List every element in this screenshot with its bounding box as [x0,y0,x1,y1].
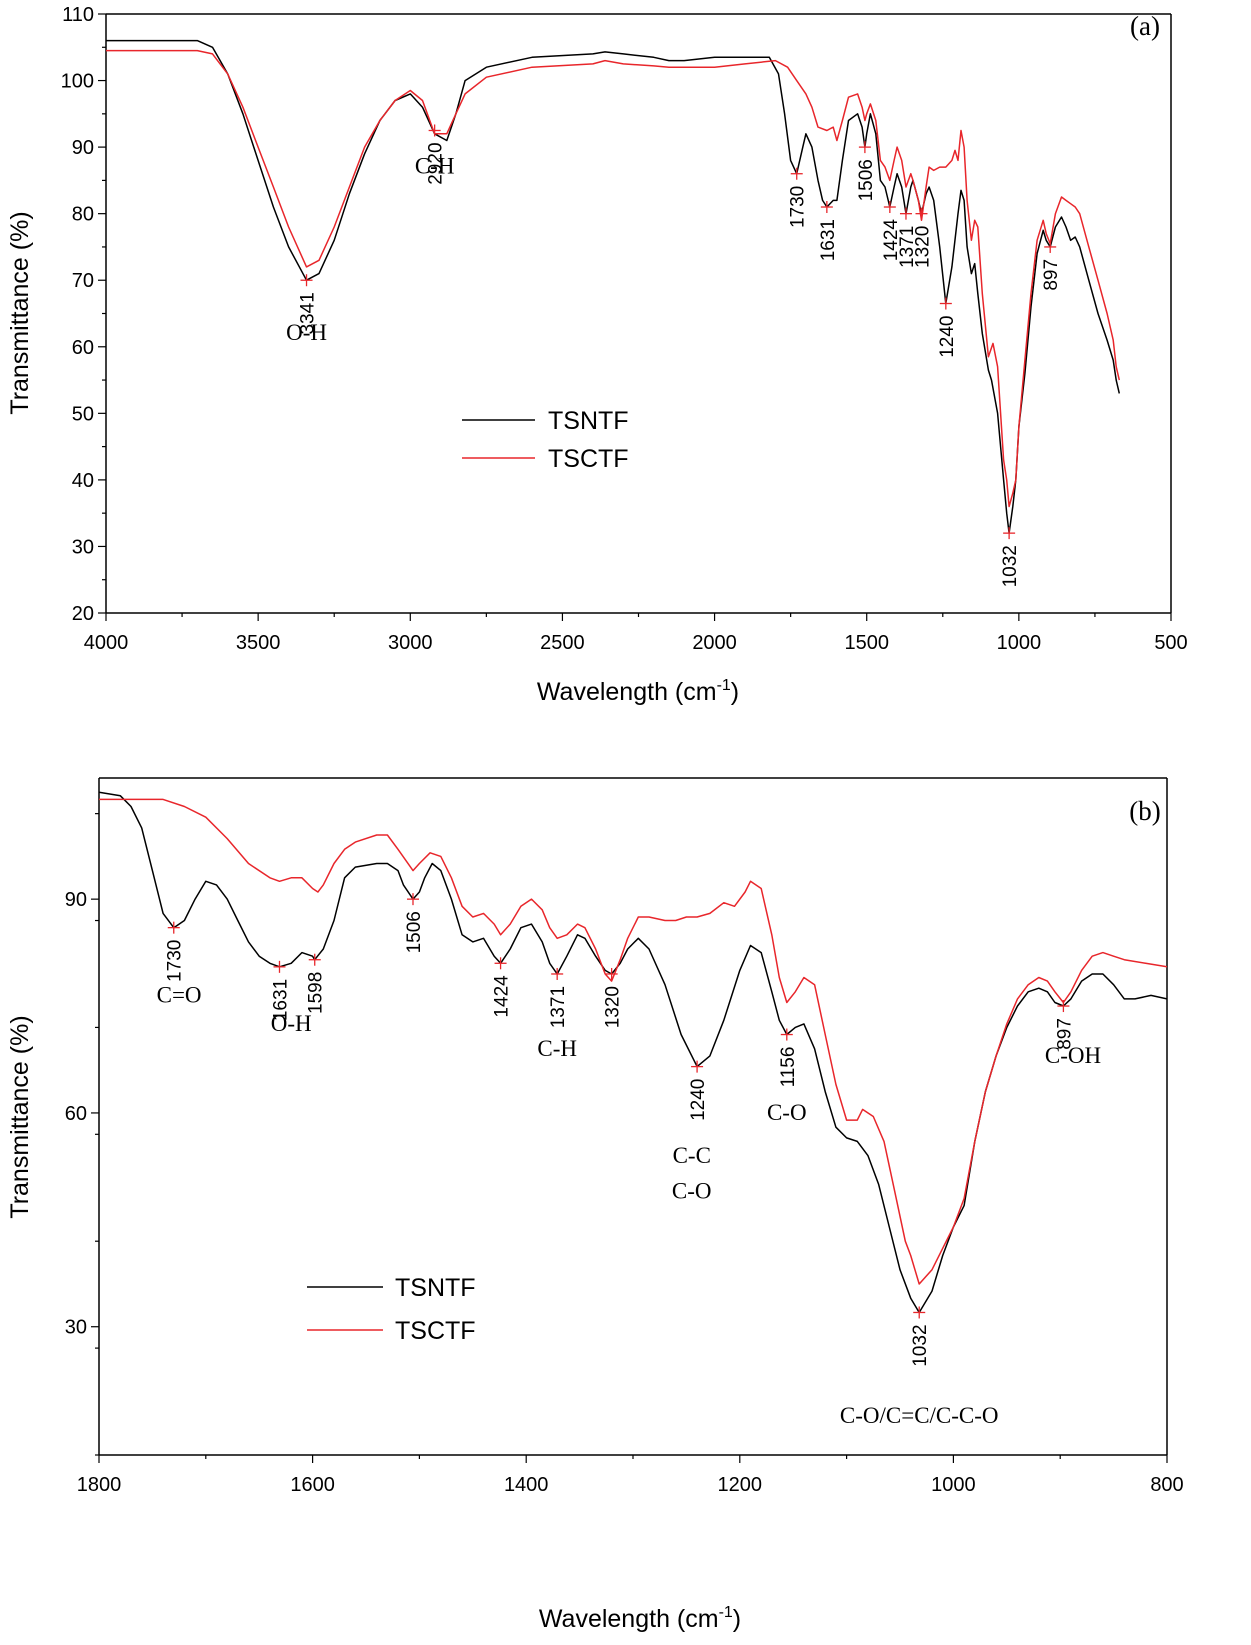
x-tick-label: 800 [1150,1474,1183,1496]
band-assignment-label: C-OH [1045,1043,1101,1068]
peak-label: 1506 [856,159,877,201]
legend-label: TSCTF [395,1317,476,1345]
panel-label: (a) [1130,11,1160,41]
peak-marker [940,298,952,310]
x-tick-label: 1400 [504,1474,549,1496]
peak-marker [551,968,563,980]
peak-label: 1240 [688,1079,709,1121]
x-tick-label: 500 [1154,632,1187,654]
peak-label: 1032 [1000,545,1021,587]
peak-label: 1631 [818,219,839,261]
x-axis-title-superscript: -1 [719,1604,733,1621]
legend-label: TSNTF [395,1274,476,1302]
x-tick-label: 4000 [84,632,129,654]
y-tick-label: 80 [72,204,94,226]
x-axis-title-superscript: -1 [717,677,731,694]
peak-label: 1424 [492,975,513,1018]
x-axis-title-text: Wavelength (cm [539,1605,719,1633]
y-tick-label: 90 [72,137,94,159]
peak-label: 1032 [910,1324,931,1366]
y-tick-label: 20 [72,603,94,625]
panel-label: (b) [1129,796,1160,826]
series-line-tsctf [99,799,1167,1284]
y-tick-label: 100 [61,71,94,93]
peak-label: 1598 [306,972,327,1014]
peak-label: 1371 [548,986,569,1028]
peak-label: 1506 [404,911,425,953]
y-tick-label: 50 [72,403,94,425]
peak-marker [273,961,285,973]
panel-a-chart: 20 30 40 50 60 70 80 90 100 110 4000 3500 3000 2500 20… [6,4,1188,706]
x-tick-label: 2000 [692,632,737,654]
peak-marker [913,1306,925,1318]
peak-marker [884,201,896,213]
legend-label: TSNTF [548,407,629,435]
x-tick-label: 1200 [718,1474,763,1496]
band-assignment-label: C-O/C=C/C-C-O [840,1403,999,1428]
y-axis-title: Transmittance (%) [6,211,34,414]
peak-label: 1156 [778,1047,799,1088]
x-tick-label: 1000 [997,632,1042,654]
y-tick-label: 110 [62,4,94,26]
panel-b-chart: 30 60 90 1800 1600 1400 1200 1000 800 Transmittan… [6,778,1184,1633]
peak-marker [1044,241,1056,253]
y-tick-label: 60 [72,337,94,359]
peak-label: 1320 [912,226,933,268]
peak-marker [900,208,912,220]
x-tick-label: 3000 [388,632,433,654]
x-tick-label: 1000 [931,1474,976,1496]
series-line-tsctf [106,51,1119,507]
band-assignment-label: C-C [673,1143,711,1168]
band-assignment-label: O-H [271,1011,312,1036]
band-assignment-label: C-O [767,1100,807,1125]
y-axis-title: Transmittance (%) [6,1015,34,1218]
x-axis-title: Wavelength (cm-1) [539,1604,741,1633]
legend: TSNTF TSCTF [462,407,629,473]
y-tick-label: 90 [65,889,87,911]
band-assignment-label: C-O [672,1178,712,1203]
x-tick-label: 2500 [540,632,585,654]
peak-marker [301,274,313,286]
peak-label: 897 [1041,259,1062,291]
band-assignment-label: C=O [157,982,202,1007]
peak-marker [1003,527,1015,539]
y-tick-label: 70 [72,270,94,292]
x-axis-title: Wavelength (cm-1) [537,677,739,706]
y-tick-label: 40 [72,470,94,492]
peak-marker [915,208,927,220]
band-assignment-label: O-H [286,320,327,345]
ftir-figure: 20 30 40 50 60 70 80 90 100 110 4000 3500 3000 2500 20… [0,0,1251,1645]
x-tick-label: 1800 [77,1474,122,1496]
peak-label: 1730 [165,940,186,982]
peak-label: 1240 [937,316,958,358]
x-tick-label: 1600 [290,1474,335,1496]
y-tick-label: 30 [65,1317,87,1339]
x-axis-title-text: Wavelength (cm [537,678,717,706]
legend: TSNTF TSCTF [307,1274,476,1345]
x-tick-label: 1500 [844,632,889,654]
x-axis-title-close: ) [733,1605,741,1633]
peak-marker [859,141,871,153]
x-axis-title-close: ) [731,678,739,706]
peak-label: 1730 [788,186,809,228]
band-assignment-label: C-H [537,1036,577,1061]
peak-marker [791,168,803,180]
y-tick-label: 60 [65,1103,87,1125]
peak-label: 1320 [603,986,624,1028]
y-tick-label: 30 [72,536,94,558]
peak-marker [168,922,180,934]
band-assignment-label: C-H [415,154,455,179]
x-tick-label: 3500 [236,632,281,654]
legend-label: TSCTF [548,445,629,473]
